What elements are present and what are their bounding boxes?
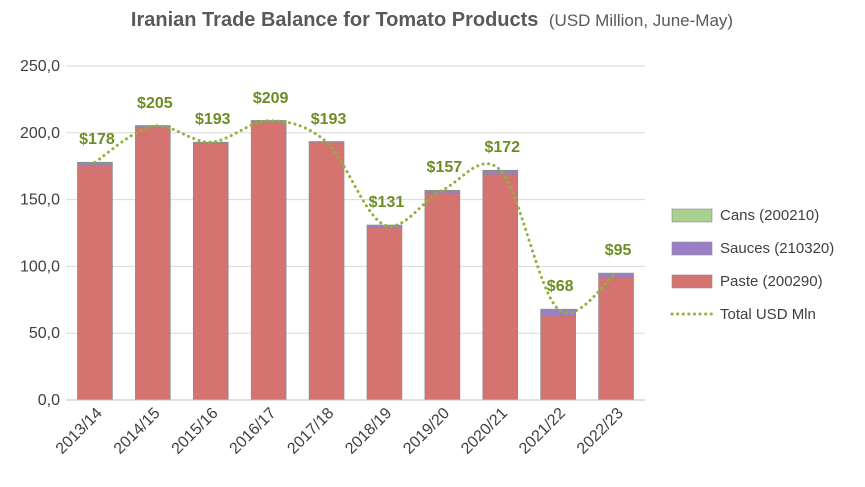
chart-title-main: Iranian Trade Balance for Tomato Product…	[131, 9, 539, 31]
chart-title-sub: (USD Million, June-May)	[549, 11, 733, 30]
bar-paste	[366, 227, 403, 401]
bar-cans	[482, 169, 519, 172]
data-labels: $178 $205 $193 $209 $193 $131 $157 $172 $68 $95	[79, 90, 631, 295]
legend-label: Paste (200290)	[720, 273, 823, 290]
data-label: $172	[484, 139, 520, 156]
bar-sauces	[482, 170, 519, 175]
data-label: $209	[253, 90, 289, 107]
x-tick-label: 2018/19	[342, 405, 395, 458]
data-label: $68	[547, 278, 574, 295]
x-tick-label: 2015/16	[169, 405, 222, 458]
x-tick-label: 2014/15	[111, 405, 164, 458]
bar-paste	[192, 143, 229, 401]
legend-swatch	[671, 241, 713, 256]
x-tick-label: 2021/22	[516, 405, 569, 458]
x-tick-label: 2013/14	[53, 405, 106, 458]
legend-label: Total USD Mln	[720, 306, 816, 323]
y-tick-label: 100,0	[20, 258, 60, 275]
bar-cans	[540, 308, 576, 311]
data-label: $205	[137, 95, 173, 112]
legend-swatch	[671, 208, 713, 223]
x-tick-label: 2016/17	[227, 405, 280, 458]
x-tick-label: 2022/23	[574, 405, 627, 458]
bar-paste	[424, 192, 461, 401]
data-label: $131	[369, 194, 405, 211]
bar-cans	[598, 272, 634, 275]
y-tick-label: 0,0	[38, 392, 60, 409]
y-tick-label: 150,0	[20, 192, 60, 209]
bars	[77, 120, 634, 401]
data-label: $193	[195, 111, 231, 128]
data-label: $193	[311, 111, 347, 128]
total-line-layer	[93, 119, 618, 315]
data-label: $157	[427, 159, 463, 176]
bar-paste	[482, 173, 519, 401]
x-tick-label: 2019/20	[400, 405, 453, 458]
y-tick-label: 50,0	[29, 325, 60, 342]
bar-sauces	[598, 273, 634, 278]
y-tick-label: 250,0	[20, 58, 60, 75]
bar-paste	[250, 121, 287, 401]
bar-paste	[540, 315, 576, 401]
legend: Cans (200210) Sauces (210320) Paste (20029…	[670, 207, 834, 323]
x-tick-label: 2020/21	[458, 405, 511, 458]
chart-title: Iranian Trade Balance for Tomato Product…	[131, 9, 733, 31]
data-label: $178	[79, 131, 115, 148]
total-line	[93, 119, 618, 315]
bar-paste	[598, 276, 634, 401]
legend-label: Cans (200210)	[720, 207, 819, 224]
legend-label: Sauces (210320)	[720, 240, 834, 257]
bar-paste	[77, 164, 113, 401]
bar-paste	[308, 141, 345, 401]
legend-swatch	[671, 274, 713, 289]
y-tick-label: 200,0	[20, 125, 60, 142]
x-tick-label: 2017/18	[284, 405, 337, 458]
bar-paste	[135, 127, 171, 401]
bar-cans	[308, 141, 345, 143]
data-label: $95	[605, 242, 632, 259]
